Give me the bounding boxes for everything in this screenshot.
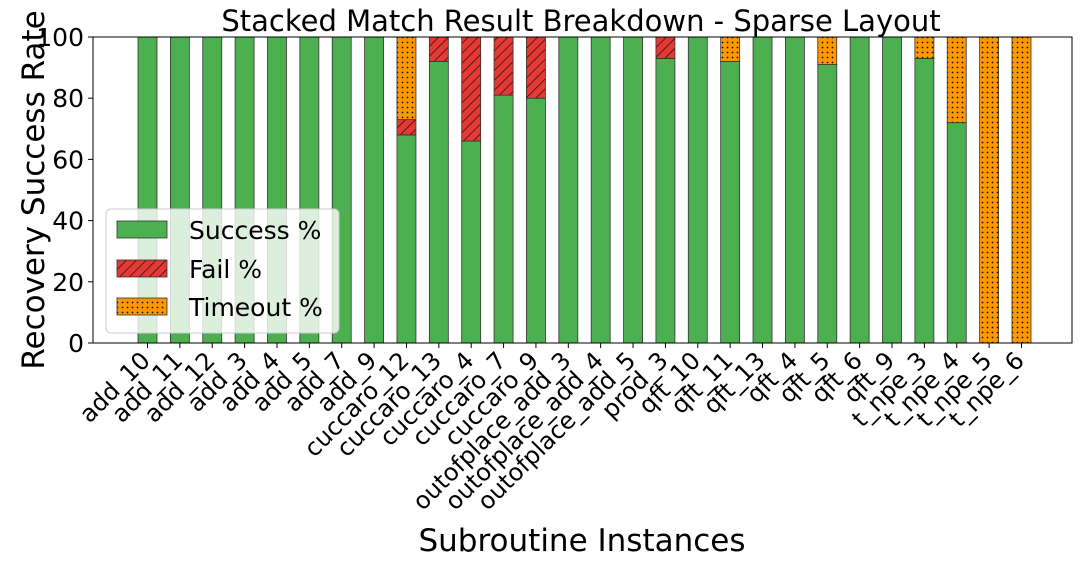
y-tick-label: 0 bbox=[68, 329, 84, 358]
legend: Success % Fail % Timeout % bbox=[105, 208, 340, 334]
bar-success-qft_4 bbox=[785, 36, 805, 344]
y-axis: 0 20 40 60 80 100 bbox=[36, 23, 93, 358]
bar-success-outofplace_add_4 bbox=[590, 36, 611, 344]
bar-fail-cuccaro_7 bbox=[493, 36, 514, 96]
x-axis-label: Subroutine Instances bbox=[418, 523, 745, 559]
y-axis-label: Recovery Success Rate bbox=[16, 10, 52, 369]
y-tick-label: 80 bbox=[52, 84, 84, 113]
bar-success-t_npe_3 bbox=[914, 58, 935, 344]
bar-success-qft_6 bbox=[849, 36, 870, 344]
bar-success-cuccaro_12 bbox=[396, 134, 417, 344]
bar-success-cuccaro_7 bbox=[493, 94, 514, 344]
bar-success-qft_11 bbox=[720, 61, 741, 344]
bar-timeout-qft_5 bbox=[817, 36, 838, 65]
legend-label-timeout: Timeout % bbox=[188, 293, 323, 322]
legend-swatch-fail bbox=[116, 259, 168, 278]
bar-success-add_9 bbox=[364, 36, 384, 344]
bar-success-cuccaro_9 bbox=[526, 97, 546, 344]
legend-swatch-timeout bbox=[116, 297, 168, 316]
bar-success-prod_3 bbox=[655, 58, 676, 344]
plot-frame bbox=[92, 36, 1073, 344]
bar-fail-cuccaro_13 bbox=[428, 36, 449, 62]
y-tick-label: 40 bbox=[52, 207, 84, 236]
y-tick-label: 100 bbox=[36, 23, 84, 52]
bar-timeout-qft_11 bbox=[720, 36, 741, 62]
legend-swatch-success bbox=[116, 220, 168, 239]
bar-success-qft_13 bbox=[752, 36, 773, 344]
bar-timeout-t_npe_3 bbox=[914, 36, 935, 59]
bar-success-qft_9 bbox=[882, 36, 902, 344]
bar-timeout-cuccaro_12 bbox=[396, 36, 417, 121]
legend-label-success: Success % bbox=[189, 216, 321, 245]
chart-title: Stacked Match Result Breakdown - Sparse … bbox=[221, 4, 940, 38]
bar-fail-cuccaro_9 bbox=[526, 36, 546, 99]
bar-timeout-t_npe_6 bbox=[1011, 36, 1032, 344]
y-tick-label: 20 bbox=[52, 268, 84, 297]
bar-success-outofplace_add_3 bbox=[558, 36, 579, 344]
bar-success-cuccaro_13 bbox=[428, 61, 449, 344]
bar-success-qft_5 bbox=[817, 64, 838, 344]
x-axis: add_10add_11add_12add_3add_4add_5add_7ad… bbox=[74, 343, 1030, 516]
bar-success-qft_10 bbox=[687, 36, 708, 344]
bar-success-t_npe_4 bbox=[946, 122, 967, 344]
bar-fail-cuccaro_4 bbox=[461, 36, 482, 142]
bar-timeout-t_npe_5 bbox=[979, 36, 1000, 344]
bar-timeout-t_npe_4 bbox=[946, 36, 967, 124]
bar-fail-prod_3 bbox=[655, 36, 676, 59]
bar-success-cuccaro_4 bbox=[461, 140, 482, 344]
y-tick-label: 60 bbox=[52, 145, 84, 174]
bar-success-outofplace_add_5 bbox=[623, 36, 643, 344]
bar-fail-cuccaro_12 bbox=[396, 119, 417, 136]
legend-label-fail: Fail % bbox=[189, 255, 262, 284]
